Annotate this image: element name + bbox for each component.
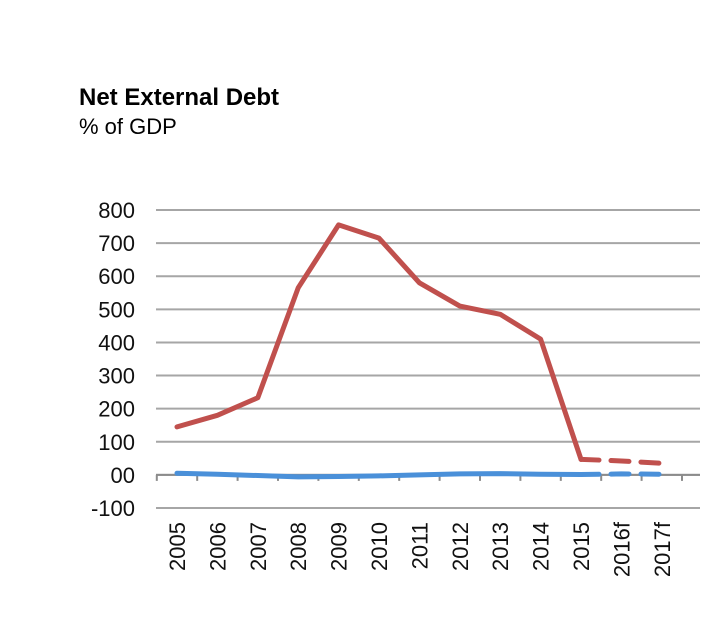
x-tick-label: 2012 (448, 522, 473, 571)
x-tick-label: 2007 (246, 522, 271, 571)
x-tick-label: 2008 (286, 522, 311, 571)
x-tick-label: 2015 (569, 522, 594, 571)
y-tick-label: 00 (111, 463, 135, 488)
x-tick-label: 2017f (650, 521, 675, 577)
series-line-1 (174, 222, 584, 462)
y-tick-label: 700 (98, 231, 135, 256)
series-forecast-line-1 (578, 456, 665, 466)
y-tick-label: 400 (98, 330, 135, 355)
y-tick-label: 500 (98, 297, 135, 322)
x-axis-ticks: 2005 2006 2007 2008 2009 2010 2011 2012 2013 2014… (165, 521, 675, 577)
x-tick-label: 2005 (165, 522, 190, 571)
x-tick-label: 2014 (529, 522, 554, 571)
y-tick-label: 100 (98, 430, 135, 455)
y-tick-label: 200 (98, 397, 135, 422)
series-forecast-line-2 (578, 471, 665, 478)
x-tick-label: 2006 (205, 522, 230, 571)
y-tick-label: 600 (98, 264, 135, 289)
y-tick-label: 300 (98, 364, 135, 389)
series-lines (174, 222, 665, 480)
x-tick-label: 2011 (407, 522, 432, 569)
chart-title: Net External Debt (79, 84, 280, 111)
gridlines (156, 209, 700, 509)
x-tick-label: 2010 (367, 522, 392, 571)
x-tick-label: 2013 (488, 522, 513, 571)
y-tick-label: -100 (91, 496, 135, 521)
series-line-2 (174, 470, 584, 480)
x-tick-label: 2016f (609, 521, 634, 577)
chart-subtitle: % of GDP (79, 114, 177, 139)
y-axis-ticks: 800 700 600 500 400 300 200 100 00 -100 (91, 198, 135, 521)
x-tick-label: 2009 (327, 522, 352, 571)
y-tick-label: 800 (98, 198, 135, 223)
